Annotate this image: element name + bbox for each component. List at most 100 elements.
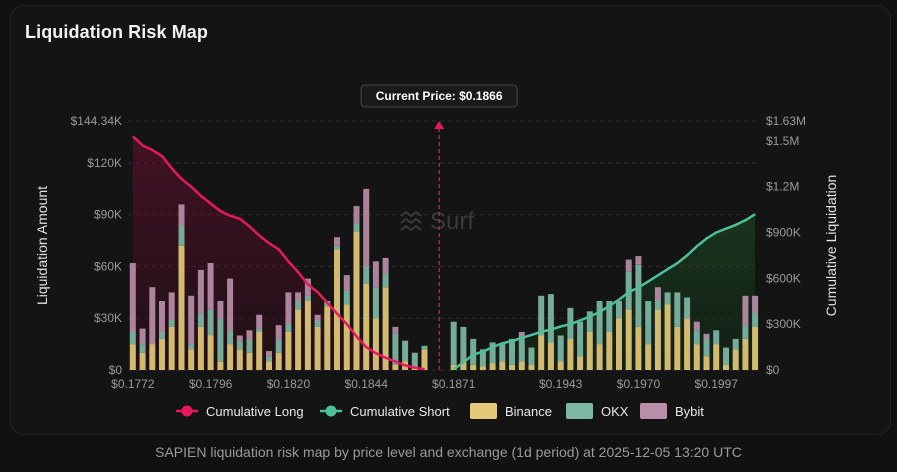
legend-label: Cumulative Short bbox=[350, 404, 450, 419]
y-tick-label: $144.34K bbox=[71, 114, 122, 128]
bar-okx bbox=[625, 271, 632, 310]
bar-binance bbox=[139, 352, 146, 370]
bar-bybit bbox=[266, 351, 272, 357]
bar-bybit bbox=[275, 325, 282, 339]
y2-tick-label: $300K bbox=[766, 317, 801, 331]
x-tick-label: $0.1943 bbox=[539, 377, 583, 391]
bar-bybit bbox=[518, 332, 525, 336]
bar-okx bbox=[470, 338, 477, 365]
bar-bybit bbox=[752, 295, 759, 314]
x-tick-label: $0.1997 bbox=[695, 377, 739, 391]
bar-bybit bbox=[353, 206, 360, 224]
bar-binance bbox=[723, 364, 729, 370]
bar-binance bbox=[528, 364, 535, 370]
cumulative-long-line bbox=[132, 135, 425, 371]
bar-okx bbox=[489, 342, 496, 364]
bar-okx bbox=[314, 320, 321, 327]
bar-bybit bbox=[256, 314, 263, 329]
bar-binance bbox=[343, 304, 350, 370]
legend-swatch-box bbox=[566, 403, 593, 419]
bar-binance bbox=[363, 283, 370, 370]
bar-bybit bbox=[188, 295, 195, 345]
bar-binance bbox=[334, 249, 340, 370]
bar-okx bbox=[178, 225, 185, 246]
bar-binance bbox=[460, 361, 467, 370]
bar-okx bbox=[547, 294, 554, 343]
bar-binance bbox=[596, 344, 603, 370]
bar-okx bbox=[723, 347, 729, 365]
bar-okx bbox=[411, 352, 418, 367]
bar-binance bbox=[227, 344, 234, 370]
bar-bybit bbox=[129, 263, 136, 332]
bar-bybit bbox=[625, 259, 632, 272]
chart-caption: SAPIEN liquidation risk map by price lev… bbox=[155, 444, 742, 460]
current-price-box bbox=[360, 84, 518, 108]
bar-binance bbox=[732, 349, 739, 370]
bar-binance bbox=[382, 287, 389, 370]
y2-tick-label: $0 bbox=[766, 363, 780, 377]
y-tick-label: $60K bbox=[94, 259, 122, 273]
current-price-arrow bbox=[434, 121, 445, 129]
y2-tick-label: $1.2M bbox=[766, 180, 799, 194]
bar-binance bbox=[188, 349, 195, 370]
bar-binance bbox=[616, 318, 622, 370]
legend-swatch-dot bbox=[325, 405, 337, 417]
bar-okx bbox=[207, 309, 214, 336]
bar-bybit bbox=[139, 328, 146, 345]
bar-binance bbox=[207, 335, 214, 370]
y-tick-label: $90K bbox=[94, 208, 122, 222]
bar-binance bbox=[178, 245, 185, 370]
bar-binance bbox=[304, 301, 311, 370]
bar-binance bbox=[606, 332, 613, 370]
bar-bybit bbox=[343, 275, 350, 291]
bar-binance bbox=[159, 338, 165, 370]
bar-binance bbox=[547, 342, 554, 370]
watermark-wave bbox=[400, 210, 422, 218]
bar-okx bbox=[742, 325, 749, 339]
bar-okx bbox=[752, 313, 759, 327]
watermark-wave bbox=[400, 224, 422, 232]
legend-swatch-box bbox=[640, 403, 667, 419]
bar-okx bbox=[353, 223, 360, 232]
bar-bybit bbox=[246, 330, 253, 339]
bar-bybit bbox=[372, 261, 379, 288]
bar-okx bbox=[557, 335, 564, 362]
bar-okx bbox=[343, 290, 350, 305]
watermark-icon bbox=[400, 210, 422, 232]
bar-binance bbox=[557, 361, 564, 370]
bar-okx bbox=[596, 301, 603, 345]
legend-label: Cumulative Long bbox=[206, 404, 304, 419]
bar-bybit bbox=[159, 301, 165, 333]
bar-binance bbox=[479, 366, 486, 370]
bar-binance bbox=[392, 364, 399, 370]
bar-okx bbox=[645, 301, 652, 345]
bar-bybit bbox=[382, 257, 389, 274]
bar-bybit bbox=[635, 256, 642, 265]
bar-okx bbox=[635, 264, 642, 327]
bar-okx bbox=[304, 295, 311, 301]
bar-okx bbox=[703, 338, 710, 357]
bar-okx bbox=[382, 273, 389, 288]
bar-bybit bbox=[742, 295, 749, 326]
bar-binance bbox=[168, 326, 175, 370]
y2-tick-label: $1.5M bbox=[766, 134, 799, 148]
bar-bybit bbox=[285, 292, 292, 324]
bar-binance bbox=[586, 332, 593, 370]
bar-binance bbox=[713, 344, 720, 370]
bar-binance bbox=[654, 309, 661, 370]
x-tick-label: $0.1844 bbox=[345, 377, 389, 391]
bar-okx bbox=[674, 292, 681, 327]
bar-okx bbox=[577, 321, 584, 357]
bar-okx bbox=[392, 333, 399, 365]
bar-binance bbox=[518, 361, 525, 370]
bar-okx bbox=[129, 332, 136, 345]
y2-tick-label: $600K bbox=[766, 271, 801, 285]
bar-binance bbox=[684, 318, 691, 370]
current-price-label: Current Price: $0.1866 bbox=[376, 89, 503, 103]
bar-binance bbox=[635, 326, 642, 370]
cumulative-long-area bbox=[132, 136, 425, 370]
bar-binance bbox=[538, 335, 545, 370]
bar-binance bbox=[625, 309, 632, 370]
bar-okx bbox=[363, 266, 370, 284]
bar-okx bbox=[217, 318, 224, 362]
